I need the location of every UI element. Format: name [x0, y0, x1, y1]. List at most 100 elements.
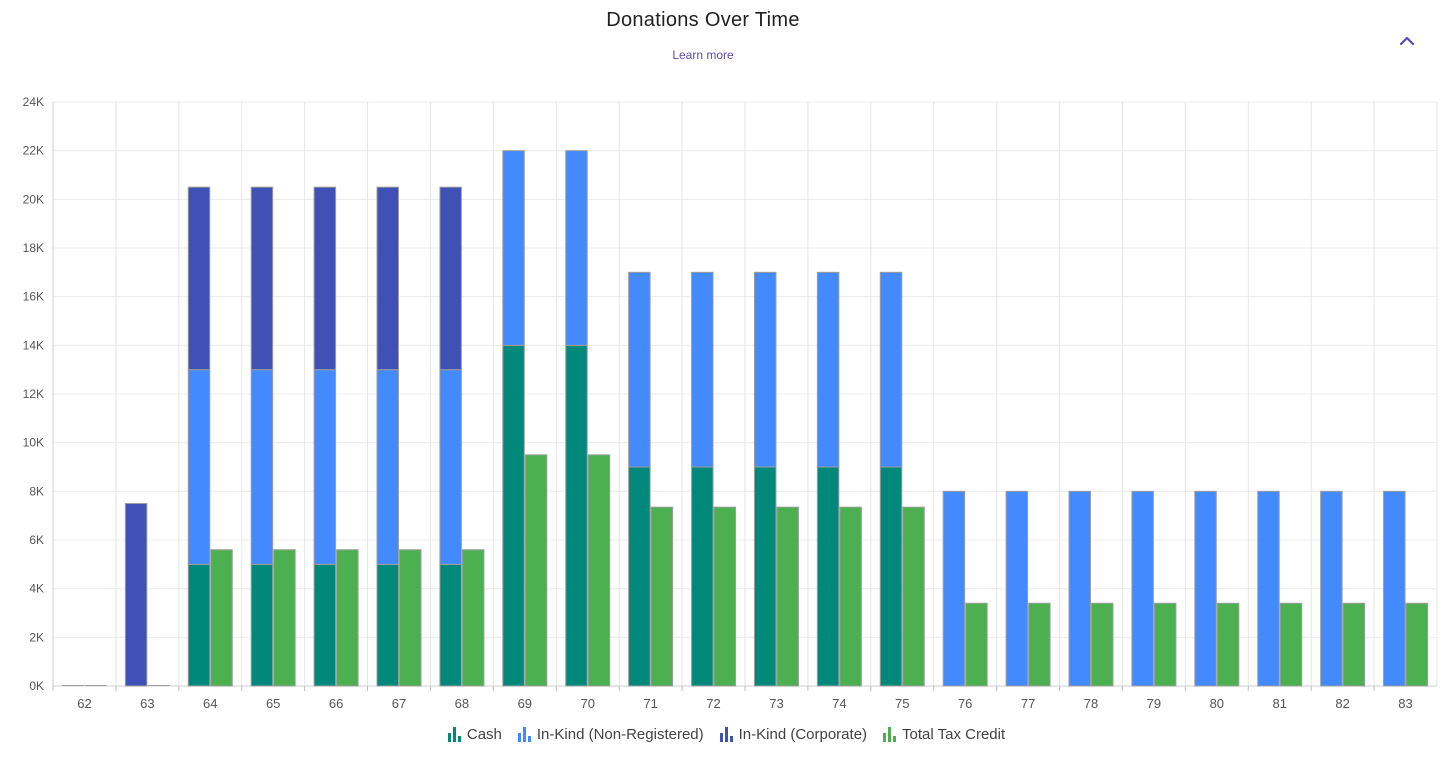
x-tick-label: 65	[266, 696, 280, 711]
bar-in-kind-corporate	[439, 186, 462, 371]
learn-more-link[interactable]: Learn more	[672, 48, 734, 62]
bar-in-kind-corporate	[250, 186, 274, 371]
bar-cash	[439, 563, 462, 687]
bar-total-tax-credit	[776, 506, 799, 687]
bar-cash	[628, 466, 651, 687]
bar-chart-icon	[447, 727, 461, 742]
legend-item-cash[interactable]: Cash	[447, 726, 502, 743]
bar-in-kind-non-registered	[439, 369, 462, 565]
bar-in-kind-non-registered	[1131, 490, 1154, 687]
x-tick-label: 70	[580, 696, 594, 711]
y-tick-label: 14K	[23, 338, 44, 352]
bar-in-kind-non-registered	[187, 369, 211, 565]
y-tick-label: 12K	[23, 387, 44, 401]
y-tick-label: 18K	[23, 241, 44, 255]
x-tick-label: 63	[140, 696, 154, 711]
bar-chart-icon	[719, 727, 733, 742]
bar-cash	[816, 466, 840, 687]
x-tick-label: 80	[1210, 696, 1224, 711]
bar-in-kind-non-registered	[816, 271, 840, 468]
bar-chart-icon	[883, 727, 897, 742]
collapse-button[interactable]	[1394, 28, 1420, 54]
bar-in-kind-non-registered	[1383, 490, 1406, 687]
bar-cash	[187, 563, 211, 687]
x-tick-label: 66	[329, 696, 343, 711]
bar-total-tax-credit	[1216, 602, 1240, 687]
bar-total-tax-credit	[1091, 602, 1114, 687]
bar-in-kind-corporate	[124, 503, 148, 687]
bar-cash	[250, 563, 274, 687]
legend-label: In-Kind (Non-Registered)	[536, 726, 704, 743]
bar-total-tax-credit	[273, 549, 296, 687]
chart-legend: Cash In-Kind (Non-Registered) In-Kind (C…	[0, 726, 1453, 743]
y-tick-label: 24K	[23, 95, 44, 109]
x-tick-label: 75	[895, 696, 909, 711]
x-tick-label: 83	[1398, 696, 1412, 711]
x-tick-label: 62	[77, 696, 91, 711]
bar-total-tax-credit	[210, 549, 233, 687]
x-tick-label: 82	[1335, 696, 1349, 711]
bar-in-kind-non-registered	[1257, 490, 1280, 687]
x-tick-label: 69	[518, 696, 532, 711]
bar-in-kind-non-registered	[1068, 490, 1091, 687]
bar-in-kind-non-registered	[1320, 490, 1343, 687]
chevron-up-icon	[1399, 36, 1415, 46]
bar-total-tax-credit	[1028, 602, 1051, 687]
bar-cash	[565, 344, 588, 687]
bar-total-tax-credit	[399, 549, 422, 687]
bar-cash	[879, 466, 903, 687]
y-tick-label: 20K	[23, 192, 44, 206]
bar-total-tax-credit	[1405, 602, 1429, 687]
x-tick-label: 74	[832, 696, 846, 711]
bar-cash	[313, 563, 337, 687]
bar-total-tax-credit	[650, 506, 674, 687]
bar-in-kind-non-registered	[502, 150, 525, 346]
bar-in-kind-non-registered	[628, 271, 651, 468]
x-tick-label: 81	[1272, 696, 1286, 711]
bar-total-tax-credit	[336, 549, 359, 687]
x-tick-label: 72	[706, 696, 720, 711]
bar-total-tax-credit	[902, 506, 925, 687]
legend-item-in-kind-non-registered[interactable]: In-Kind (Non-Registered)	[517, 726, 704, 743]
x-tick-label: 64	[203, 696, 217, 711]
chart-title: Donations Over Time	[606, 9, 800, 31]
legend-item-in-kind-corporate[interactable]: In-Kind (Corporate)	[719, 726, 868, 743]
bar-total-tax-credit	[713, 506, 737, 687]
y-tick-label: 22K	[23, 144, 44, 158]
bar-in-kind-non-registered	[565, 150, 588, 346]
bar-in-kind-non-registered	[879, 271, 903, 468]
bar-in-kind-non-registered	[691, 271, 714, 468]
bar-in-kind-corporate	[187, 186, 211, 371]
x-tick-label: 71	[643, 696, 657, 711]
bar-total-tax-credit	[839, 506, 862, 687]
legend-label: In-Kind (Corporate)	[738, 726, 868, 743]
bar-in-kind-non-registered	[376, 369, 399, 565]
bar-total-tax-credit	[1279, 602, 1303, 687]
legend-label: Cash	[466, 726, 502, 743]
bar-in-kind-non-registered	[753, 271, 777, 468]
bar-in-kind-non-registered	[313, 369, 337, 565]
x-tick-label: 78	[1084, 696, 1098, 711]
bar-cash	[753, 466, 777, 687]
x-tick-label: 68	[455, 696, 469, 711]
y-tick-label: 8K	[29, 484, 44, 498]
bar-in-kind-non-registered	[250, 369, 274, 565]
y-tick-label: 6K	[29, 533, 44, 547]
bar-in-kind-non-registered	[942, 490, 966, 687]
y-tick-label: 10K	[23, 436, 44, 450]
bar-in-kind-non-registered	[1194, 490, 1217, 687]
x-tick-label: 79	[1147, 696, 1161, 711]
legend-label: Total Tax Credit	[902, 726, 1006, 743]
bar-total-tax-credit	[1342, 602, 1366, 687]
x-tick-label: 67	[392, 696, 406, 711]
bar-cash	[376, 563, 399, 687]
x-tick-label: 76	[958, 696, 972, 711]
bar-chart-icon	[517, 727, 531, 742]
bar-total-tax-credit	[587, 454, 611, 687]
x-tick-label: 73	[769, 696, 783, 711]
bar-total-tax-credit	[461, 549, 485, 687]
y-tick-label: 2K	[29, 630, 44, 644]
legend-item-total-tax-credit[interactable]: Total Tax Credit	[883, 726, 1005, 743]
bar-total-tax-credit	[965, 602, 988, 687]
